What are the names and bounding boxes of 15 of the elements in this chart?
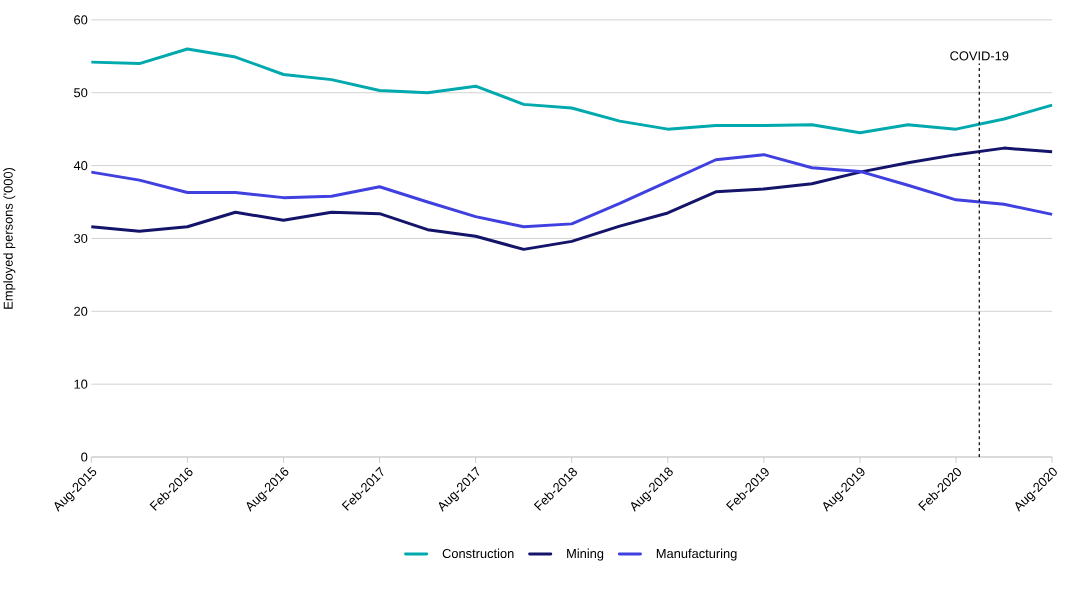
y-tick-label: 60 xyxy=(74,15,88,25)
y-tick-label: 10 xyxy=(74,379,88,389)
legend-label: Construction xyxy=(442,548,514,559)
y-axis-title: Employed persons ('000) xyxy=(3,167,16,309)
ref-line-label: COVID-19 xyxy=(950,51,1009,61)
y-tick-label: 40 xyxy=(73,160,88,171)
line-series xyxy=(89,153,1054,229)
y-tick-label: 20 xyxy=(74,306,88,316)
y-tick-label: 0 xyxy=(81,452,88,462)
legend-label: Manufacturing xyxy=(656,548,737,561)
line-series xyxy=(89,47,1054,135)
y-tick-label: 50 xyxy=(74,88,88,98)
legend-label: Mining xyxy=(567,548,604,561)
y-tick-label: 30 xyxy=(74,233,88,243)
line-series xyxy=(89,146,1054,251)
